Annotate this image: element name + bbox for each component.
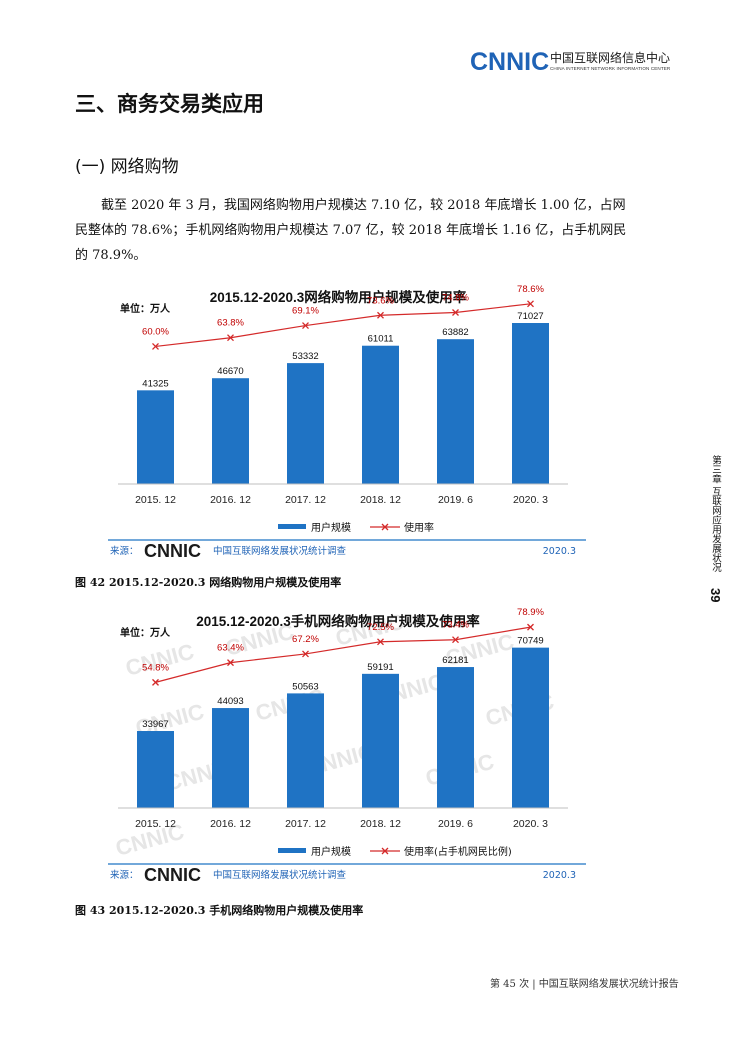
rate-marker-5 [527, 300, 534, 308]
figure-caption-42: 图 42 2015.12-2020.3 网络购物用户规模及使用率 [75, 576, 342, 589]
bar-value-label: 62181 [442, 655, 468, 666]
source-date: 2020.3 [543, 546, 576, 557]
bar-3 [362, 673, 399, 808]
rate-value-label: 73.4% [442, 620, 469, 631]
chart-title: 2015.12-2020.3网络购物用户规模及使用率 [210, 289, 467, 305]
rate-marker-4 [452, 636, 459, 644]
legend-bar-label: 用户规模 [311, 845, 351, 858]
logo-english-name: CHINA INTERNET NETWORK INFORMATION CENTE… [550, 66, 671, 71]
rate-line [155, 303, 531, 348]
figure-caption-43: 图 43 2015.12-2020.3 手机网络购物用户规模及使用率 [75, 904, 364, 917]
rate-value-label: 73.6% [367, 295, 394, 306]
legend-bar-swatch [278, 524, 306, 529]
source-text: 中国互联网络发展状况统计调查 [213, 545, 347, 557]
x-tick-label: 2015. 12 [135, 818, 176, 830]
legend-line-label: 使用率 [404, 521, 434, 534]
bar-value-label: 59191 [367, 662, 393, 673]
x-tick-label: 2019. 6 [438, 818, 473, 830]
bar-2 [287, 363, 324, 484]
x-tick-label: 2018. 12 [360, 818, 401, 830]
rate-marker-0 [152, 342, 159, 350]
bar-4 [437, 339, 474, 484]
rate-value-label: 60.0% [142, 326, 169, 337]
source-logo: CNNIC [144, 865, 201, 885]
chart-online-shopping: 2015.12-2020.3网络购物用户规模及使用率单位：万人 41325 60.0… [108, 282, 596, 564]
bar-value-label: 71027 [517, 311, 543, 322]
page-number: 39 [708, 588, 723, 603]
x-tick-label: 2020. 3 [513, 494, 548, 506]
rate-marker-4 [452, 309, 459, 316]
rate-value-label: 54.8% [142, 662, 169, 673]
rate-value-label: 63.4% [217, 643, 244, 654]
x-tick-label: 2017. 12 [285, 494, 326, 506]
rate-value-label: 78.9% [517, 607, 544, 618]
bar-value-label: 41325 [142, 378, 168, 389]
bar-value-label: 70749 [517, 636, 543, 647]
rate-marker-1 [227, 659, 234, 667]
legend-line-label: 使用率(占手机网民比例) [404, 845, 512, 858]
chart-unit-label: 单位：万人 [120, 626, 171, 639]
source-text: 中国互联网络发展状况统计调查 [213, 869, 347, 881]
rate-value-label: 63.8% [217, 318, 244, 329]
x-tick-label: 2016. 12 [210, 818, 251, 830]
bar-0 [137, 390, 174, 484]
rate-value-label: 69.1% [292, 306, 319, 317]
chapter-side-label: 第三章 互联网应用发展状况 [710, 455, 721, 573]
logo-mark: CNNIC [470, 48, 550, 76]
subsection-title: (一) 网络购物 [75, 157, 179, 177]
rate-marker-3 [377, 311, 384, 319]
bar-value-label: 44093 [217, 696, 243, 707]
bar-value-label: 61011 [368, 334, 394, 345]
rate-value-label: 78.6% [517, 284, 544, 295]
bar-value-label: 50563 [292, 681, 318, 692]
chart-mobile-shopping: CNNIC CNNIC CNNIC CNNIC CNNIC CNNIC CNNIC CNNIC… [108, 606, 596, 888]
x-tick-label: 2018. 12 [360, 494, 401, 506]
source-logo: CNNIC [144, 541, 201, 561]
bar-0 [137, 731, 174, 808]
x-tick-label: 2016. 12 [210, 494, 251, 506]
bar-5 [512, 647, 549, 808]
legend-line-marker [381, 523, 389, 531]
source-date: 2020.3 [543, 870, 576, 881]
source-prefix: 来源： [110, 546, 139, 557]
rate-marker-2 [302, 650, 309, 658]
body-paragraph: 截至 2020 年 3 月，我国网络购物用户规模达 7.10 亿，较 2018 … [75, 198, 627, 263]
chart-title: 2015.12-2020.3手机网络购物用户规模及使用率 [196, 613, 480, 629]
bar-value-label: 33967 [142, 719, 168, 730]
logo-chinese-name: 中国互联网络信息中心 [550, 51, 671, 65]
rate-value-label: 74.8% [442, 293, 469, 304]
bar-3 [362, 345, 399, 484]
bar-4 [437, 667, 474, 808]
x-tick-label: 2019. 6 [438, 494, 473, 506]
x-tick-label: 2020. 3 [513, 818, 548, 830]
x-tick-label: 2017. 12 [285, 818, 326, 830]
rate-marker-3 [377, 638, 384, 646]
rate-marker-0 [152, 678, 159, 686]
rate-value-label: 72.5% [367, 622, 394, 633]
bar-2 [287, 693, 324, 808]
rate-marker-5 [527, 623, 534, 631]
bar-1 [212, 378, 249, 484]
bar-value-label: 63882 [442, 327, 468, 338]
bar-value-label: 53332 [292, 351, 318, 362]
bar-1 [212, 708, 249, 808]
section-title: 三、商务交易类应用 [75, 92, 264, 116]
rate-line [155, 626, 531, 683]
bar-5 [512, 323, 549, 484]
legend-line-marker [381, 847, 389, 855]
rate-value-label: 67.2% [292, 634, 319, 645]
bar-value-label: 46670 [217, 366, 243, 377]
page-footer: 第 45 次 | 中国互联网络发展状况统计报告 [490, 979, 679, 990]
rate-marker-2 [302, 322, 309, 330]
x-tick-label: 2015. 12 [135, 494, 176, 506]
legend-bar-swatch [278, 848, 306, 853]
chart-unit-label: 单位：万人 [120, 302, 171, 315]
rate-marker-1 [227, 334, 234, 342]
cnnic-logo: CNNIC 中国互联网络信息中心 CHINA INTERNET NETWORK … [470, 48, 690, 76]
legend-bar-label: 用户规模 [311, 521, 351, 534]
source-prefix: 来源： [110, 870, 139, 881]
